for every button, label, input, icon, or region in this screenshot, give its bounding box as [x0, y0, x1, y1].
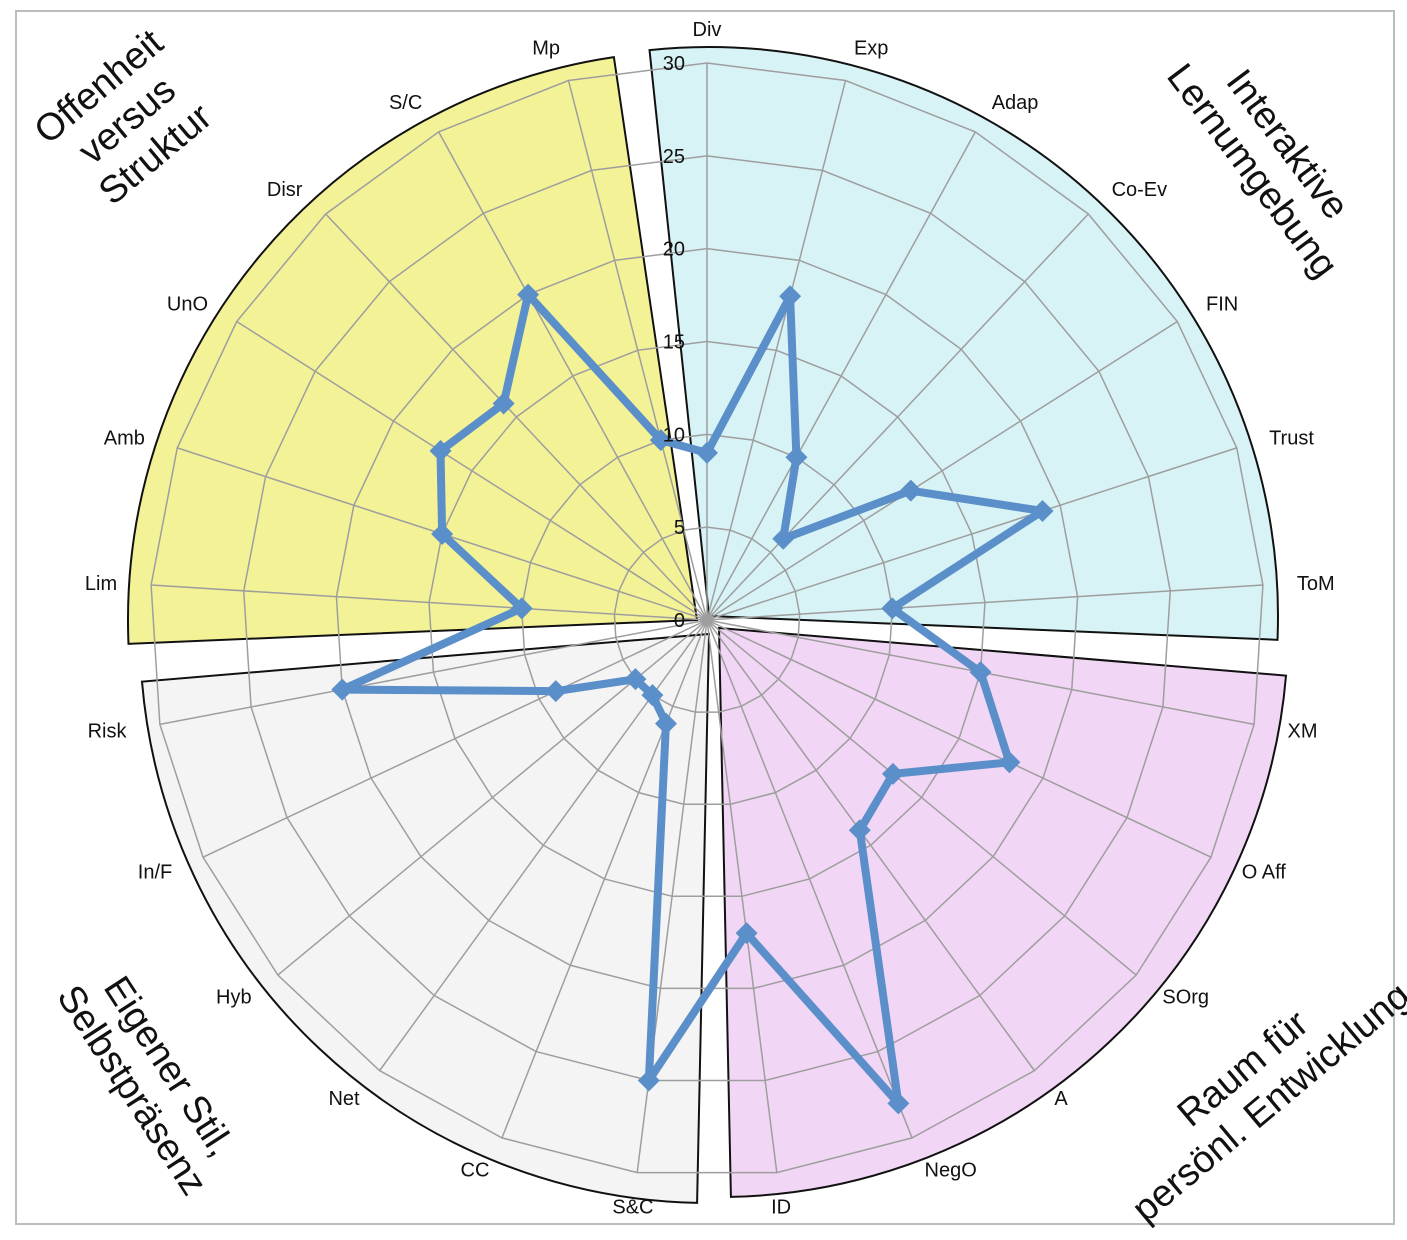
tick-label: 5: [674, 517, 685, 539]
spoke-Risk: [159, 619, 708, 726]
axis-label-s-c: S&C: [612, 1196, 653, 1218]
spoke-CC: [501, 619, 708, 1139]
axis-label-nego: NegO: [925, 1159, 977, 1181]
data-point-CC: [654, 712, 677, 735]
spoke-In/F: [202, 619, 708, 858]
axis-labels: Div Exp Adap Co-Ev FIN Trust ToM XM O Aff SOrg A Ne…: [85, 19, 1335, 1218]
grid-ring-15: [428, 340, 986, 898]
data-point-O Aff: [998, 751, 1021, 774]
tick-label: 20: [663, 239, 685, 261]
data-point-Hyb: [624, 668, 647, 691]
data-point-Disr: [492, 392, 515, 415]
data-point-Co-Ev: [772, 527, 795, 550]
spoke-Disr: [325, 213, 708, 621]
axis-label-tom: ToM: [1297, 573, 1335, 595]
axis-label-a: A: [1054, 1088, 1068, 1110]
axis-label-trust: Trust: [1269, 427, 1314, 449]
spoke-Exp: [706, 80, 847, 621]
axis-label-risk: Risk: [88, 721, 128, 743]
axis-label-disr: Disr: [267, 179, 303, 201]
series-line: [338, 290, 1047, 1108]
spoke-UnO: [236, 320, 708, 621]
spoke-NegO: [706, 619, 913, 1139]
data-point-Div: [696, 441, 718, 464]
group-label-offenheit-versus-struktur: OffenheitversusStruktur: [27, 21, 229, 220]
data-point-Trust: [1031, 499, 1054, 522]
data-point-SOrg: [881, 762, 904, 785]
axis-label-uno: UnO: [167, 293, 208, 315]
grid: [150, 62, 1264, 1174]
group-label-interaktive-lernumgebung: InteraktiveLernumgebung: [1158, 30, 1381, 286]
tick-labels: 0 5 10 15 20 25 30: [663, 53, 685, 632]
axis-label-s-c: S/C: [389, 92, 422, 114]
data-point-XM: [969, 661, 992, 684]
grid-ring-30: [150, 62, 1264, 1174]
sector-interaktive-lernumgebung: [648, 46, 1279, 641]
spoke-SOrg: [706, 619, 1137, 976]
axis-label-mp: Mp: [532, 38, 560, 60]
data-point-S/C: [517, 283, 540, 306]
axis-label-amb: Amb: [104, 427, 145, 449]
axis-label-net: Net: [328, 1088, 360, 1110]
spoke-S/C: [438, 131, 708, 621]
axis-label-exp: Exp: [854, 38, 888, 60]
data-point-ID: [735, 922, 758, 945]
spoke-Adap: [706, 131, 976, 621]
axis-label-adap: Adap: [992, 92, 1039, 114]
axis-label-fin: FIN: [1206, 293, 1238, 315]
group-sectors: [127, 46, 1288, 1204]
data-point-ToM: [881, 597, 904, 620]
data-point-In/F: [544, 680, 567, 703]
data-point-Mp: [649, 429, 672, 452]
data-series: [331, 283, 1054, 1115]
data-point-Amb: [431, 522, 454, 545]
data-point-NegO: [887, 1092, 910, 1115]
axis-label-sorg: SOrg: [1162, 987, 1209, 1009]
spoke-ToM: [706, 584, 1263, 621]
axis-label-hyb: Hyb: [216, 987, 252, 1009]
data-point-Risk: [331, 678, 354, 701]
tick-label: 30: [663, 53, 685, 75]
data-point-UnO: [429, 439, 452, 462]
spoke-Mp: [567, 80, 708, 621]
data-point-S&C: [637, 1069, 660, 1092]
data-point-Net: [641, 684, 664, 707]
data-point-Adap: [785, 446, 808, 469]
chart-frame: [15, 10, 1395, 1225]
axis-label-xm: XM: [1288, 721, 1318, 743]
data-point-Lim: [510, 597, 533, 620]
spoke-Trust: [706, 447, 1237, 621]
tick-label: 15: [663, 332, 685, 354]
axis-label-lim: Lim: [85, 573, 117, 595]
grid-ring-5: [613, 526, 801, 713]
tick-label: 10: [663, 424, 685, 446]
spoke-A: [706, 619, 1036, 1072]
spoke-Co-Ev: [706, 213, 1089, 621]
data-point-FIN: [899, 479, 922, 502]
spoke-O Aff: [706, 619, 1212, 858]
grid-ring-10: [520, 433, 894, 805]
tick-label: 25: [663, 146, 685, 168]
axis-label-in-f: In/F: [138, 862, 172, 884]
axis-label-cc: CC: [461, 1159, 490, 1181]
data-point-Exp: [779, 285, 802, 308]
axis-label-o-aff: O Aff: [1242, 862, 1287, 884]
tick-label: 0: [674, 610, 685, 632]
axis-label-id: ID: [771, 1196, 791, 1218]
spoke-Lim: [151, 584, 708, 621]
sector-raum-f-r-pers-nl-entwicklung: [717, 626, 1288, 1198]
spoke-ID: [706, 619, 778, 1173]
spoke-FIN: [706, 320, 1178, 621]
sector-offenheit-versus-struktur: [127, 55, 699, 645]
sector-eigener-stil-selbstpr-senz: [140, 632, 711, 1204]
data-point-A: [848, 819, 871, 842]
axis-label-div: Div: [693, 19, 722, 41]
grid-ring-25: [242, 155, 1172, 1082]
axis-label-co-ev: Co-Ev: [1112, 179, 1168, 201]
